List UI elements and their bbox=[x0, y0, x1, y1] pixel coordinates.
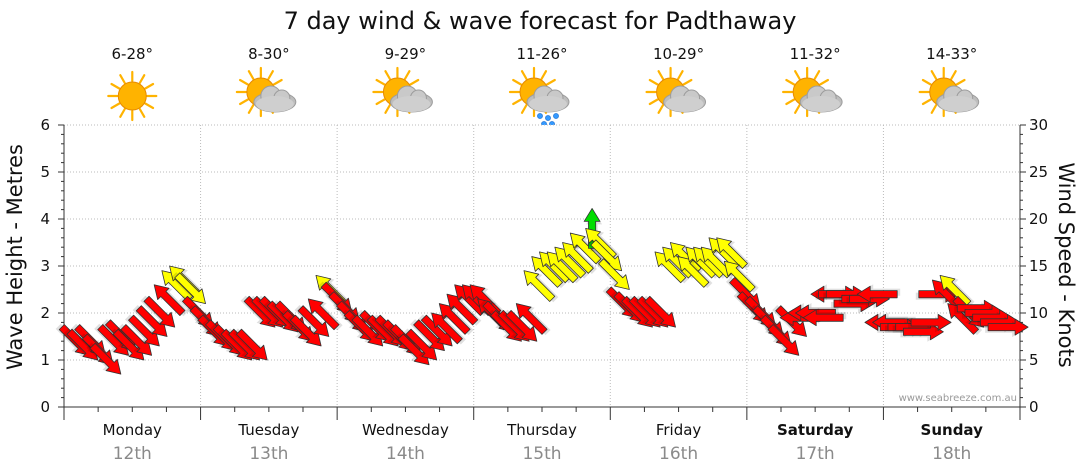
watermark: www.seabreeze.com.au bbox=[899, 393, 1017, 404]
wind-arrow bbox=[307, 298, 343, 331]
day-date-label: 17th bbox=[796, 444, 835, 464]
wind-arrow bbox=[140, 295, 176, 328]
wind-arrow bbox=[431, 312, 466, 345]
wind-arrow bbox=[569, 232, 605, 265]
y-tick-label-left: 1 bbox=[40, 351, 50, 369]
temperature-range: 6-28° bbox=[112, 45, 154, 63]
temperature-range: 9-29° bbox=[385, 45, 427, 63]
day-labels: Monday 12th Tuesday 13th Wednesday 14th Thursd… bbox=[103, 421, 983, 464]
temperature-range: 11-32° bbox=[790, 45, 841, 63]
temperature-range: 11-26° bbox=[516, 45, 567, 63]
wind-arrow bbox=[802, 307, 847, 327]
rain-showers-icon bbox=[508, 66, 570, 127]
wind-arrow bbox=[86, 342, 122, 375]
y-tick-label-right: 0 bbox=[1029, 398, 1039, 416]
day-date-label: 18th bbox=[932, 444, 971, 464]
y-axis-right-title: Wind Speed - Knots bbox=[1054, 162, 1078, 367]
sun-icon bbox=[107, 70, 158, 122]
partly-cloudy-icon bbox=[918, 66, 980, 118]
y-tick-label-right: 10 bbox=[1029, 304, 1048, 322]
temperature-range: 8-30° bbox=[248, 45, 290, 63]
wind-arrows bbox=[55, 207, 1029, 375]
wind-arrow bbox=[594, 258, 630, 290]
y-tick-label-left: 2 bbox=[40, 304, 50, 322]
partly-cloudy-icon bbox=[782, 66, 843, 118]
wind-arrow bbox=[908, 313, 952, 333]
wind-arrow bbox=[562, 242, 597, 274]
wind-arrow bbox=[585, 227, 621, 260]
day-name-label: Tuesday bbox=[237, 421, 299, 439]
partly-cloudy-icon bbox=[645, 66, 707, 118]
day-date-label: 14th bbox=[386, 444, 425, 464]
wind-arrow bbox=[294, 305, 330, 337]
y-tick-label-right: 30 bbox=[1029, 116, 1048, 134]
partly-cloudy-icon bbox=[372, 66, 433, 118]
wind-arrow bbox=[723, 260, 759, 293]
y-tick-label-left: 6 bbox=[40, 116, 50, 134]
temperature-range: 14-33° bbox=[926, 45, 977, 63]
axes: 0 1 2 3 4 5 6 0 5 10 15 20 25 30 bbox=[40, 116, 1048, 420]
day-name-label: Saturday bbox=[777, 421, 854, 439]
chart-title: 7 day wind & wave forecast for Padthaway bbox=[284, 7, 797, 35]
wind-arrow bbox=[153, 284, 189, 317]
wind-arrow bbox=[438, 303, 474, 336]
day-date-label: 13th bbox=[249, 444, 288, 464]
day-name-label: Thursday bbox=[506, 421, 577, 439]
y-tick-label-left: 5 bbox=[40, 163, 50, 181]
wind-arrow bbox=[856, 284, 901, 303]
wind-arrow bbox=[939, 274, 975, 307]
wind-arrow bbox=[515, 303, 551, 336]
wind-arrow bbox=[641, 295, 676, 328]
wind-arrow bbox=[232, 328, 268, 361]
y-tick-label-right: 5 bbox=[1029, 351, 1039, 369]
wind-arrow bbox=[677, 256, 713, 289]
wind-arrow bbox=[502, 309, 538, 342]
day-date-label: 16th bbox=[659, 444, 698, 464]
partly-cloudy-icon bbox=[235, 66, 297, 118]
y-tick-label-right: 15 bbox=[1029, 257, 1048, 275]
y-tick-label-right: 25 bbox=[1029, 163, 1048, 181]
y-tick-label-left: 0 bbox=[40, 398, 50, 416]
y-tick-label-left: 3 bbox=[40, 257, 50, 275]
temperature-range: 10-29° bbox=[653, 45, 704, 63]
wind-arrow bbox=[446, 293, 482, 326]
wind-arrow bbox=[523, 270, 559, 303]
wind-arrow bbox=[764, 323, 800, 356]
day-name-label: Wednesday bbox=[362, 421, 449, 439]
y-tick-label-left: 4 bbox=[40, 210, 50, 228]
day-name-label: Monday bbox=[103, 421, 162, 439]
day-date-label: 12th bbox=[113, 444, 152, 464]
day-name-label: Friday bbox=[656, 421, 702, 439]
weather-icons: 6-28° 8-30° 9-29° 11-26° 10-29° 11-32° 14-33° bbox=[107, 45, 980, 127]
day-name-label: Sunday bbox=[921, 421, 984, 439]
wind-arrow bbox=[716, 237, 752, 270]
day-date-label: 15th bbox=[522, 444, 561, 464]
y-axis-left-title: Wave Height - Metres bbox=[3, 144, 27, 370]
wind-arrow bbox=[985, 318, 1029, 338]
y-tick-label-right: 20 bbox=[1029, 210, 1048, 228]
